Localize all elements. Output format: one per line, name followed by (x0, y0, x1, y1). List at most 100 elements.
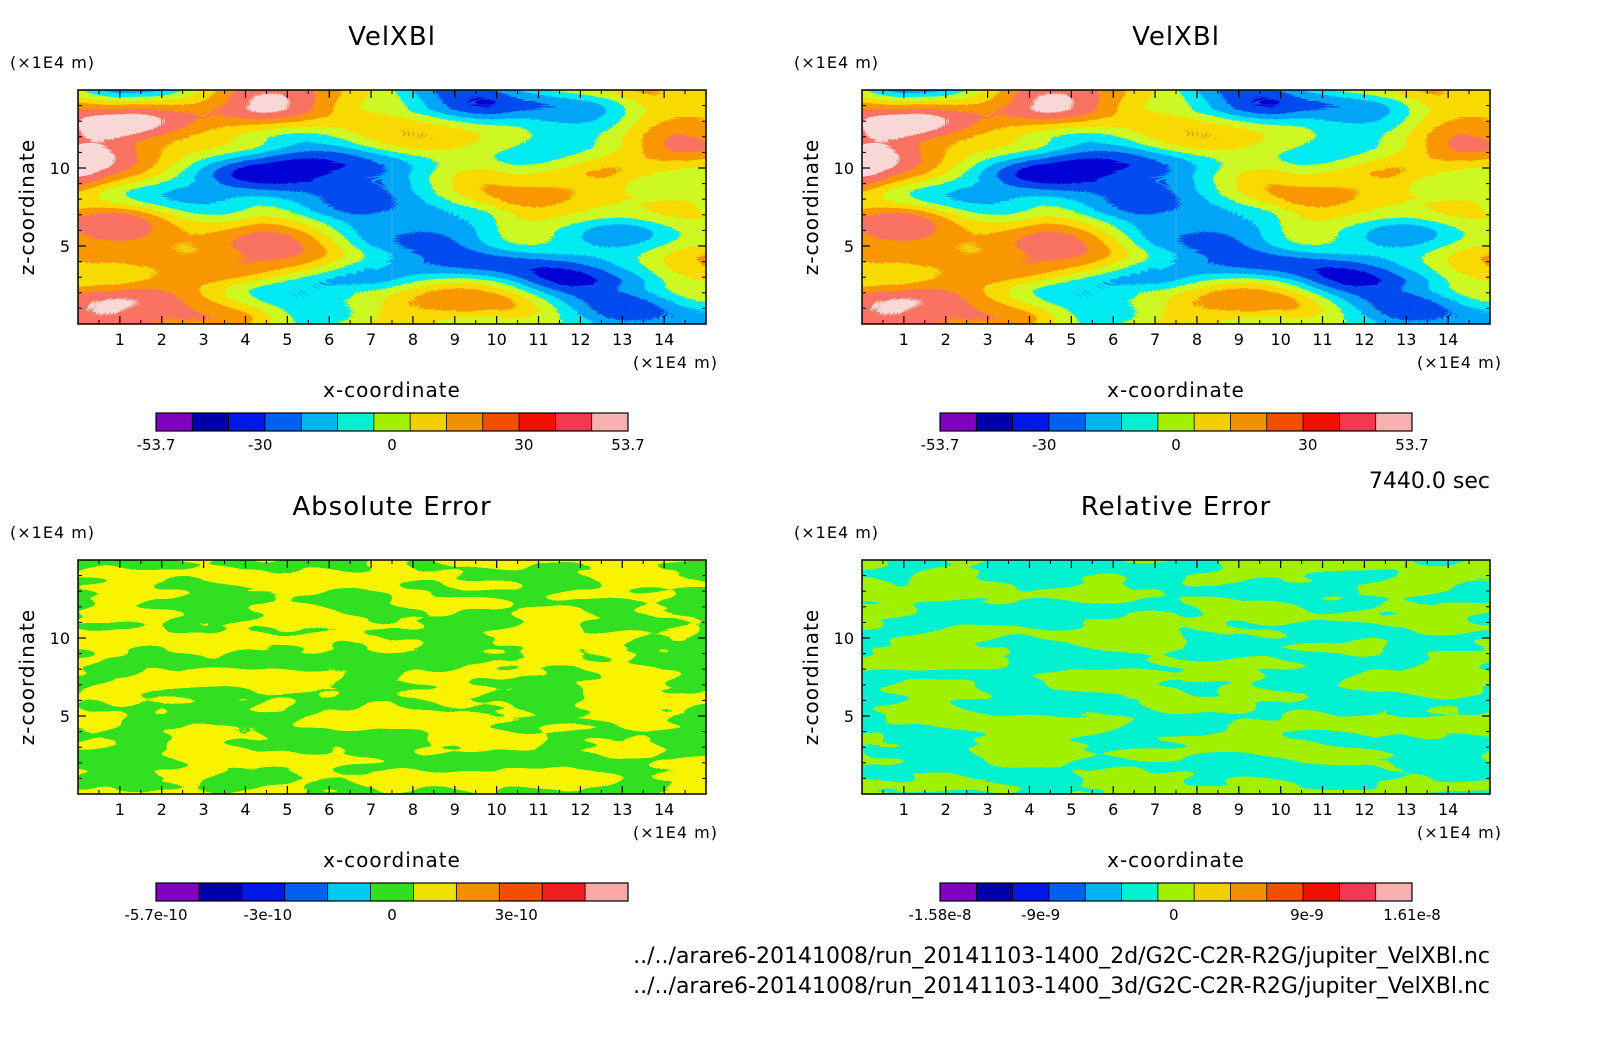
x-tick-label: 4 (1024, 330, 1034, 349)
x-tick-label: 1 (115, 330, 125, 349)
colorbar-swatch (373, 413, 411, 431)
colorbar-swatch (1121, 883, 1159, 901)
colorbar-swatch (482, 413, 520, 431)
colorbar-swatch (499, 883, 543, 901)
x-tick-label: 7 (366, 800, 376, 819)
colorbar-swatch (1012, 883, 1050, 901)
y-unit-label: (×1E4 m) (10, 523, 95, 542)
x-tick-label: 5 (282, 800, 292, 819)
colorbar-label: 1.61e-8 (1383, 906, 1441, 924)
x-tick-label: 12 (570, 330, 590, 349)
x-tick-label: 9 (1234, 800, 1244, 819)
y-tick-label: 5 (844, 707, 854, 726)
file-path-1: ../../arare6-20141008/run_20141103-1400_… (633, 944, 1490, 969)
x-tick-label: 7 (366, 330, 376, 349)
colorbar-label: 53.7 (611, 436, 644, 454)
x-tick-label: 3 (983, 330, 993, 349)
x-tick-label: 12 (1354, 330, 1374, 349)
x-unit-label: (×1E4 m) (1417, 353, 1502, 372)
heatmap-field (862, 90, 1490, 324)
colorbar-swatch (1266, 883, 1304, 901)
colorbar-swatch (337, 413, 375, 431)
colorbar-label: 30 (1298, 436, 1317, 454)
colorbar-label: -53.7 (921, 436, 960, 454)
colorbar-swatch (940, 413, 977, 431)
colorbar-swatch (410, 413, 447, 431)
colorbar-swatch (1194, 413, 1231, 431)
x-tick-label: 5 (1066, 330, 1076, 349)
x-unit-label: (×1E4 m) (1417, 823, 1502, 842)
x-tick-label: 4 (1024, 800, 1034, 819)
colorbar-frame (155, 882, 629, 902)
y-axis-label: z-coordinate (799, 139, 823, 275)
panel-3: Absolute Error(×1E4 m)1 2 3 4 5 6 7 8 9 10 11 12 13 1… (10, 492, 718, 924)
y-unit-label: (×1E4 m) (794, 53, 879, 72)
x-tick-label: 1 (899, 330, 909, 349)
colorbar-label: 53.7 (1395, 436, 1428, 454)
x-tick-label: 11 (528, 800, 548, 819)
x-tick-label: 9 (450, 330, 460, 349)
x-axis-label: x-coordinate (1107, 378, 1245, 402)
y-axis-label: z-coordinate (799, 609, 823, 745)
colorbar-swatch (1375, 413, 1413, 431)
colorbar-swatch (1048, 413, 1086, 431)
colorbar-swatch (591, 413, 629, 431)
colorbar-label: -1.58e-8 (909, 906, 972, 924)
colorbar-frame (939, 882, 1413, 902)
colorbar-label: 0 (387, 436, 397, 454)
x-tick-label: 14 (654, 800, 674, 819)
colorbar-label: -9e-9 (1021, 906, 1060, 924)
colorbar-swatch (156, 413, 193, 431)
x-tick-label: 13 (612, 800, 632, 819)
colorbar-swatch (264, 413, 302, 431)
y-tick-label: 5 (60, 707, 70, 726)
x-axis-label: x-coordinate (1107, 848, 1245, 872)
x-tick-label: 5 (1066, 800, 1076, 819)
colorbar-label: 0 (1169, 906, 1179, 924)
colorbar-swatch (301, 413, 339, 431)
colorbar-swatch (1048, 883, 1086, 901)
x-tick-label: 9 (1234, 330, 1244, 349)
x-tick-label: 1 (899, 800, 909, 819)
chart-title: Absolute Error (292, 492, 491, 522)
y-tick-label: 5 (60, 237, 70, 256)
colorbar-swatch (940, 883, 977, 901)
x-tick-label: 10 (486, 330, 506, 349)
colorbar-swatch (976, 413, 1014, 431)
x-tick-label: 13 (1396, 330, 1416, 349)
y-tick-label: 10 (50, 159, 70, 178)
colorbar-swatch (1157, 883, 1195, 901)
x-tick-label: 14 (1438, 800, 1458, 819)
colorbar-label: -30 (1032, 436, 1057, 454)
panel-4: Relative Error(×1E4 m)1 2 3 4 5 6 7 8 9 10 11 12 13 1… (794, 492, 1502, 924)
x-axis-label: x-coordinate (323, 848, 461, 872)
colorbar-swatch (228, 413, 266, 431)
heatmap-field (78, 560, 706, 794)
colorbar-swatch (370, 883, 414, 901)
x-tick-label: 7 (1150, 330, 1160, 349)
chart-title: VelXBl (348, 22, 436, 52)
x-tick-label: 8 (408, 800, 418, 819)
x-tick-label: 4 (240, 800, 250, 819)
colorbar-swatch (1303, 413, 1340, 431)
chart-title: VelXBl (1132, 22, 1220, 52)
colorbar-label: 30 (514, 436, 533, 454)
colorbar-swatch (976, 883, 1014, 901)
x-unit-label: (×1E4 m) (633, 823, 718, 842)
colorbar-swatch (1303, 883, 1340, 901)
x-tick-label: 6 (1108, 330, 1118, 349)
colorbar-swatch (585, 883, 629, 901)
x-tick-label: 5 (282, 330, 292, 349)
colorbar-swatch (446, 413, 484, 431)
x-tick-label: 2 (941, 330, 951, 349)
colorbar-swatch (1230, 413, 1268, 431)
x-tick-label: 13 (612, 330, 632, 349)
x-tick-label: 12 (570, 800, 590, 819)
x-tick-label: 12 (1354, 800, 1374, 819)
time-label: 7440.0 sec (1369, 469, 1490, 494)
x-tick-label: 2 (157, 800, 167, 819)
colorbar-label: 9e-9 (1290, 906, 1324, 924)
colorbar-label: 0 (1171, 436, 1181, 454)
x-tick-label: 11 (1312, 330, 1332, 349)
y-tick-label: 10 (50, 629, 70, 648)
